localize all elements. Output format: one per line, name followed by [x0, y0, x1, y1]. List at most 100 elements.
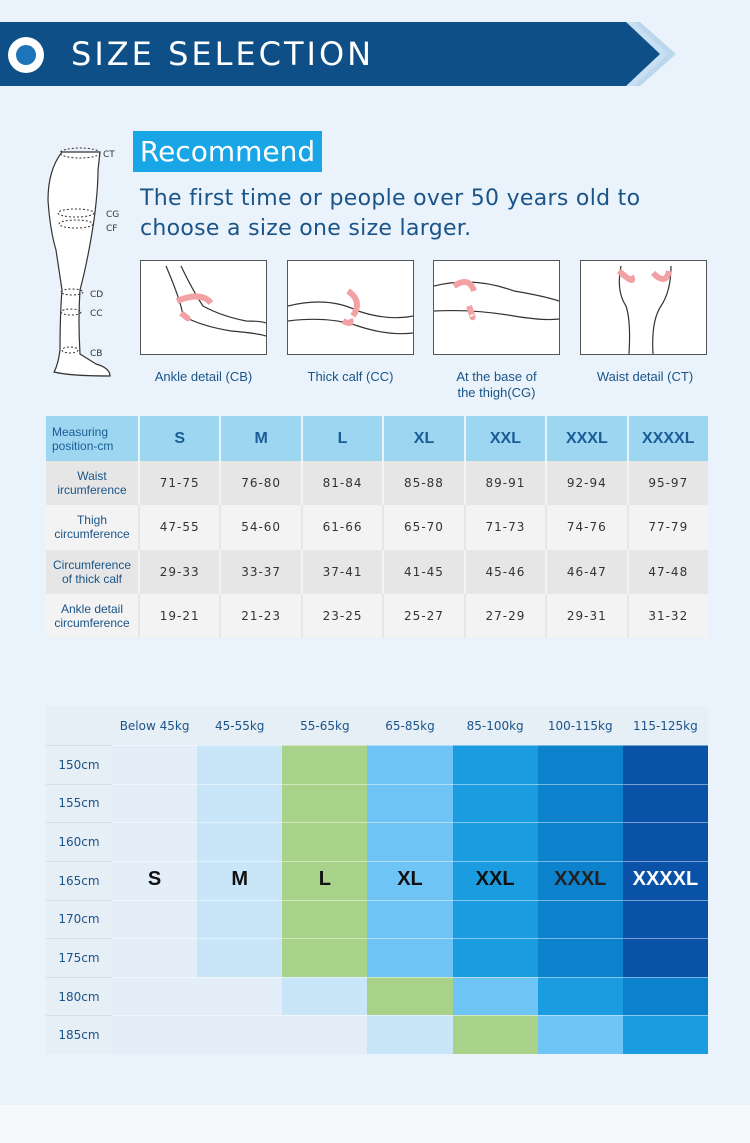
table-cell: 21-23: [219, 593, 301, 638]
height-header: 150cm: [46, 745, 112, 784]
corner-line1: Measuring: [52, 424, 109, 439]
size-cell: [112, 899, 198, 939]
size-cell: [622, 783, 708, 823]
size-cell: [282, 899, 368, 939]
height-header: 170cm: [46, 899, 112, 939]
table-cell: 41-45: [382, 549, 464, 594]
size-cell: [367, 783, 453, 823]
thigh-measure-icon: [433, 260, 560, 355]
size-cell: [537, 783, 623, 823]
size-cell: [537, 860, 623, 900]
table-cell: 54-60: [219, 505, 301, 550]
leg-label-cf: CF: [106, 224, 118, 234]
caption-thigh-line2: the thigh(CG): [457, 385, 536, 400]
recommend-text-line1: The first time or people over 50 years o…: [140, 186, 641, 211]
size-header: XXL: [463, 416, 546, 461]
banner-shape: [0, 22, 676, 86]
table-cell: 25-27: [382, 593, 464, 638]
size-cell: [452, 976, 538, 1016]
table-cell: 31-32: [626, 593, 708, 638]
size-cell: [622, 899, 708, 939]
caption-ankle: Ankle detail (CB): [154, 369, 253, 384]
size-label: L: [318, 867, 331, 890]
size-cell: [282, 822, 368, 861]
size-cell: [367, 1015, 453, 1054]
weight-header: Below 45kg: [119, 718, 190, 733]
size-cell: [622, 1015, 708, 1054]
header-bg: [46, 706, 708, 745]
recommend-text: The first time or people over 50 years o…: [140, 184, 700, 244]
size-cell: [452, 783, 538, 823]
row-label-line1: Thigh: [76, 513, 107, 528]
weight-height-table: KG CM Below 45kg45-55kg55-65kg65-85kg85-…: [46, 706, 708, 1054]
size-cell: [367, 745, 453, 784]
table-cell: 74-76: [545, 505, 627, 550]
header-banner: SIZE SELECTION: [0, 22, 750, 92]
table-cell: 29-33: [138, 549, 220, 594]
height-header: 165cm: [46, 860, 112, 900]
size-cell: [112, 745, 198, 784]
size-header: L: [300, 416, 383, 461]
size-header: XXXXL: [626, 416, 708, 461]
table-cell: 33-37: [219, 549, 301, 594]
size-cell: [452, 822, 538, 861]
size-label: XXXXL: [632, 867, 699, 890]
size-cell: [282, 976, 368, 1016]
size-cell: [112, 860, 198, 900]
table-cell: 71-75: [138, 461, 220, 506]
table-cell: 61-66: [300, 505, 383, 550]
leg-label-ct: CT: [103, 150, 115, 160]
size-cell: [197, 976, 283, 1016]
row-label-line2: of thick calf: [61, 571, 123, 586]
calf-measure-icon: [287, 260, 414, 355]
size-cell: [452, 899, 538, 939]
size-cell: [452, 938, 538, 977]
table-cell: 19-21: [138, 593, 220, 638]
size-label: S: [147, 867, 162, 890]
leg-label-cb: CB: [90, 349, 103, 359]
row-label-line1: Circumference: [52, 557, 132, 572]
size-label: M: [231, 867, 249, 890]
size-cell: [197, 1015, 283, 1054]
leg-diagram: CT CG CF CD CC CB: [40, 140, 130, 380]
table-cell: 65-70: [382, 505, 464, 550]
ankle-measure-icon: [140, 260, 267, 355]
caption-waist: Waist detail (CT): [596, 369, 694, 384]
size-cell: [197, 899, 283, 939]
leg-label-cd: CD: [90, 290, 104, 300]
banner-circle-icon: [8, 37, 44, 73]
size-cell: [282, 1015, 368, 1054]
size-cell: [537, 745, 623, 784]
table-cell: 81-84: [300, 461, 383, 506]
table-corner: Measuring position-cm: [46, 416, 138, 461]
size-cell: [282, 783, 368, 823]
table-cell: 47-55: [138, 505, 220, 550]
size-cell: [537, 1015, 623, 1054]
size-cell: [282, 745, 368, 784]
leg-outline-icon: [47, 147, 111, 377]
weight-header: 65-85kg: [385, 718, 435, 733]
size-cell: [367, 938, 453, 977]
table-cell: 46-47: [545, 549, 627, 594]
page-title: SIZE SELECTION: [71, 35, 375, 73]
size-cell: [282, 938, 368, 977]
size-cell: [452, 860, 538, 900]
waist-measure-icon: [580, 260, 707, 355]
weight-header: 115-125kg: [633, 718, 698, 733]
size-cell: [197, 783, 283, 823]
size-header: XL: [382, 416, 464, 461]
size-cell: [537, 899, 623, 939]
size-cell: [197, 822, 283, 861]
table-cell: 27-29: [463, 593, 546, 638]
row-label-line2: circumference: [54, 527, 130, 542]
row-label: Ankle detail circumference: [46, 593, 138, 638]
table-cell: 95-97: [626, 461, 708, 506]
size-cell: [537, 976, 623, 1016]
size-label: XL: [397, 867, 423, 890]
caption-thigh-line1: At the base of: [456, 369, 537, 384]
size-cell: [112, 938, 198, 977]
table-cell: 85-88: [382, 461, 464, 506]
size-cell: [282, 860, 368, 900]
size-cell: [112, 976, 198, 1016]
height-header: 155cm: [46, 783, 112, 823]
